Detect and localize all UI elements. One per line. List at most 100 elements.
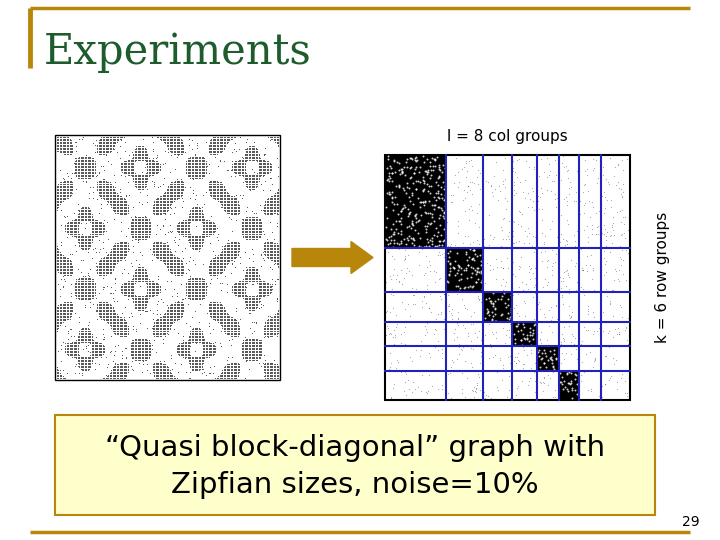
Point — [266, 363, 278, 372]
Point — [69, 345, 81, 354]
Point — [125, 289, 136, 298]
Point — [57, 269, 68, 278]
Point — [208, 313, 220, 322]
Point — [79, 278, 91, 287]
Point — [271, 136, 282, 144]
Point — [192, 276, 203, 285]
Point — [118, 328, 130, 337]
Point — [210, 180, 221, 188]
Point — [109, 374, 121, 382]
Point — [61, 307, 73, 315]
Point — [271, 201, 282, 210]
Point — [147, 163, 158, 172]
Point — [247, 272, 258, 281]
Point — [264, 173, 276, 182]
Point — [112, 204, 124, 213]
Bar — [537, 346, 559, 370]
Point — [171, 255, 182, 264]
Point — [215, 370, 227, 379]
Point — [140, 296, 152, 305]
Point — [192, 216, 203, 225]
Point — [189, 213, 200, 221]
Point — [127, 287, 139, 296]
Point — [189, 363, 200, 372]
Point — [248, 334, 260, 343]
Point — [100, 184, 112, 193]
Point — [122, 167, 134, 176]
Point — [122, 328, 134, 337]
Point — [228, 208, 239, 217]
Point — [245, 323, 256, 332]
Point — [84, 265, 96, 273]
Point — [526, 330, 538, 339]
Point — [269, 137, 281, 146]
Point — [415, 238, 426, 247]
Point — [536, 183, 547, 192]
Point — [112, 255, 124, 264]
Point — [186, 328, 197, 337]
Point — [75, 278, 86, 287]
Point — [207, 299, 218, 308]
Point — [58, 184, 70, 193]
Point — [143, 158, 155, 167]
Point — [232, 165, 243, 173]
Point — [222, 202, 234, 211]
Point — [166, 301, 178, 309]
Point — [107, 184, 118, 193]
Point — [187, 283, 199, 292]
Point — [217, 265, 228, 273]
Point — [120, 372, 131, 381]
Point — [100, 183, 112, 191]
Point — [171, 189, 182, 198]
Point — [99, 269, 110, 278]
Point — [107, 192, 118, 200]
Point — [139, 274, 150, 282]
Point — [93, 266, 104, 275]
Point — [103, 261, 114, 270]
Point — [192, 172, 203, 181]
Point — [172, 145, 184, 153]
Point — [118, 368, 130, 376]
Point — [389, 192, 400, 201]
Point — [217, 146, 228, 155]
Point — [245, 230, 256, 238]
Point — [75, 237, 86, 246]
Point — [157, 318, 168, 326]
Point — [204, 346, 216, 355]
Point — [194, 363, 206, 372]
Point — [199, 346, 210, 355]
Point — [582, 304, 593, 313]
Point — [145, 292, 156, 300]
Point — [178, 227, 189, 235]
Point — [108, 313, 120, 322]
Point — [389, 167, 400, 176]
Point — [271, 313, 282, 322]
Point — [422, 165, 433, 174]
Point — [169, 177, 181, 185]
Point — [253, 216, 264, 225]
Point — [160, 259, 171, 267]
Point — [271, 275, 282, 284]
Point — [60, 316, 71, 325]
Point — [72, 237, 84, 246]
Point — [427, 165, 438, 174]
Point — [258, 165, 270, 173]
Point — [202, 339, 213, 347]
Point — [150, 198, 161, 206]
Point — [239, 280, 251, 288]
Point — [140, 175, 152, 184]
Point — [115, 218, 127, 226]
Point — [111, 198, 122, 206]
Point — [265, 134, 276, 143]
Point — [505, 354, 516, 362]
Point — [554, 179, 565, 187]
Point — [53, 308, 64, 317]
Point — [75, 338, 86, 346]
Point — [73, 231, 85, 240]
Point — [550, 249, 562, 258]
Point — [99, 140, 110, 149]
Point — [125, 291, 136, 299]
Point — [433, 366, 444, 374]
Point — [272, 137, 284, 146]
Point — [564, 392, 575, 401]
